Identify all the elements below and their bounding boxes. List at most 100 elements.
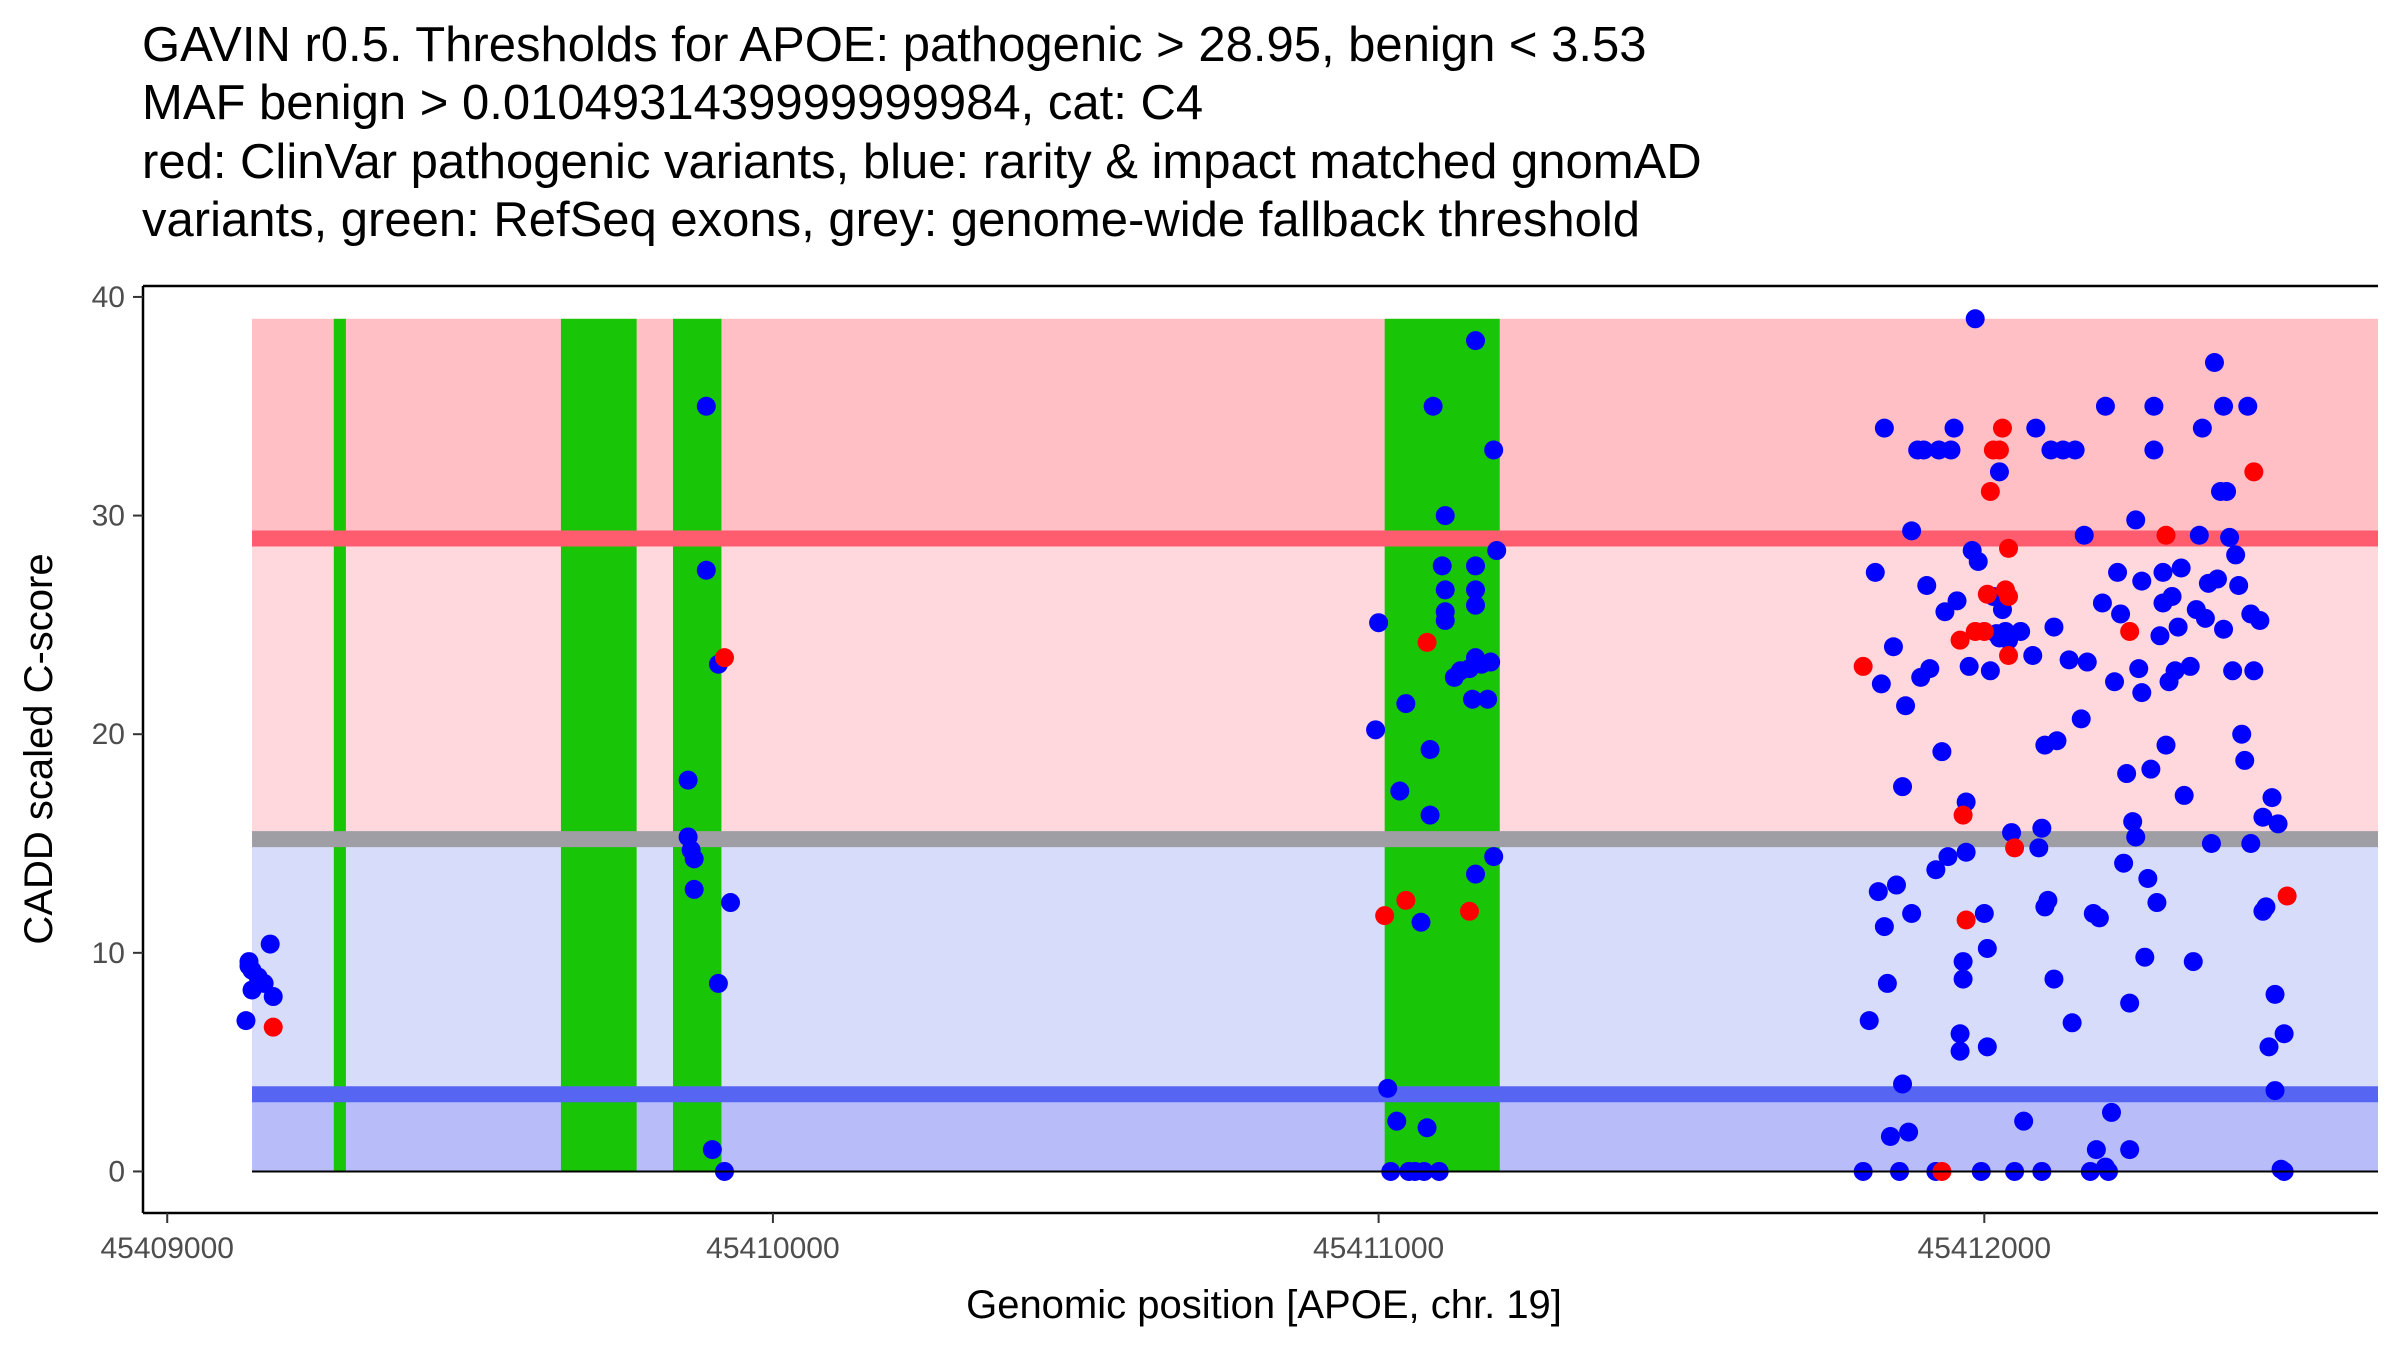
gnomad-point (1950, 1041, 1970, 1061)
gnomad-point (1874, 917, 1894, 937)
gnomad-point (2144, 396, 2164, 416)
gnomad-point (696, 396, 716, 416)
gnomad-point (684, 849, 704, 869)
gnomad-point (2220, 527, 2240, 547)
gnomad-point (1893, 777, 1913, 797)
gnomad-point (2071, 709, 2091, 729)
clinvar-point (1999, 645, 2019, 665)
gnomad-point (2129, 659, 2149, 679)
chart-title: GAVIN r0.5. Thresholds for APOE: pathoge… (142, 18, 1702, 247)
gnomad-point (1466, 556, 1486, 576)
gnomad-point (2092, 593, 2112, 613)
y-tick-label: 30 (92, 500, 125, 533)
gnomad-point (2250, 611, 2270, 631)
gnomad-point (1974, 903, 1994, 923)
gnomad-point (2120, 993, 2140, 1013)
gnomad-point (1481, 652, 1501, 672)
gnomad-point (1886, 875, 1906, 895)
y-tick-label: 40 (92, 281, 125, 314)
gnomad-point (2086, 1140, 2106, 1160)
gnomad-point (1435, 506, 1455, 526)
gnomad-point (2044, 617, 2064, 637)
clinvar-point (1953, 805, 1973, 825)
gnomad-point (1968, 551, 1988, 571)
gnomad-point (1411, 912, 1431, 932)
gnomad-point (2011, 621, 2031, 641)
gnomad-point (2156, 735, 2176, 755)
gnomad-point (2135, 947, 2155, 967)
gnomad-point (2114, 853, 2134, 873)
clinvar-point (1989, 440, 2009, 460)
gnomad-point (2105, 672, 2125, 692)
gnomad-point (1432, 556, 1452, 576)
clinvar-point (1417, 632, 1437, 652)
gnomad-point (2101, 1102, 2121, 1122)
gnomad-point (2174, 785, 2194, 805)
gnomad-point (1977, 938, 1997, 958)
title-line-3: red: ClinVar pathogenic variants, blue: … (142, 135, 1702, 189)
gnomad-point (2235, 750, 2255, 770)
gnomad-point (1953, 969, 1973, 989)
axes: 0 10 20 30 40 45409000 45410000 45411000 4541200… (92, 281, 2378, 1265)
gnomad-point (1484, 847, 1504, 867)
gnomad-point (2274, 1024, 2294, 1044)
title-line-1: GAVIN r0.5. Thresholds for APOE: pathoge… (142, 18, 1647, 72)
gnomad-point (2265, 984, 2285, 1004)
clinvar-point (1375, 906, 1395, 926)
clinvar-point (1459, 901, 1479, 921)
clinvar-point (1974, 621, 1994, 641)
gnomad-point (2029, 838, 2049, 858)
gnomad-point (2241, 834, 2261, 854)
gnomad-point (1877, 973, 1897, 993)
gnomad-point (2089, 908, 2109, 928)
gnomad-point (721, 893, 741, 913)
gnomad-point (1859, 1011, 1879, 1031)
gnomad-point (2132, 571, 2152, 591)
clinvar-point (2005, 838, 2025, 858)
gnomad-point (2214, 396, 2234, 416)
gnomad-point (1874, 418, 1894, 438)
gnomad-point (1932, 742, 1952, 762)
title-line-2: MAF benign > 0.0104931439999999984, cat:… (142, 76, 1203, 130)
gnomad-point (2132, 683, 2152, 703)
gnomad-point (2195, 608, 2215, 628)
gnomad-point (1977, 1037, 1997, 1057)
gnomad-point (1965, 309, 1985, 329)
x-tick-label: 45412000 (1918, 1232, 2051, 1265)
x-tick-label: 45410000 (706, 1232, 839, 1265)
gnomad-point (2038, 890, 2058, 910)
gnomad-point (2153, 562, 2173, 582)
gnomad-point (2265, 1081, 2285, 1101)
x-tick-label: 45411000 (1313, 1232, 1444, 1265)
gnomad-point (2141, 759, 2161, 779)
gnomad-point (1902, 521, 1922, 541)
gnomad-point (1944, 418, 1964, 438)
clinvar-point (1999, 586, 2019, 606)
gnomad-point (708, 973, 728, 993)
gnomad-point (2214, 619, 2234, 639)
gnomad-point (2262, 788, 2282, 808)
gnomad-point (2201, 834, 2221, 854)
clinvar-point (1999, 538, 2019, 558)
gnomad-point (2207, 569, 2227, 589)
gnomad-point (2189, 525, 2209, 545)
y-tick-label: 20 (92, 718, 125, 751)
gnomad-point (1896, 696, 1916, 716)
gnomad-point (1366, 720, 1386, 740)
gnomad-point (1917, 576, 1937, 596)
gnomad-point (2120, 1140, 2140, 1160)
gnomad-point (2229, 576, 2249, 596)
gnomad-point (1920, 659, 1940, 679)
clinvar-point (1956, 910, 1976, 930)
clinvar-point (1950, 630, 1970, 650)
gnomad-point (236, 1011, 256, 1031)
gnomad-point (2238, 396, 2258, 416)
gnomad-point (1390, 781, 1410, 801)
gnomad-point (1423, 396, 1443, 416)
gnomad-point (1487, 541, 1507, 561)
gnomad-point (2117, 764, 2137, 784)
gnomad-point (1435, 611, 1455, 631)
clinvar-point (2120, 621, 2140, 641)
exon-1 (333, 318, 346, 1172)
gnomad-point (1926, 860, 1946, 880)
